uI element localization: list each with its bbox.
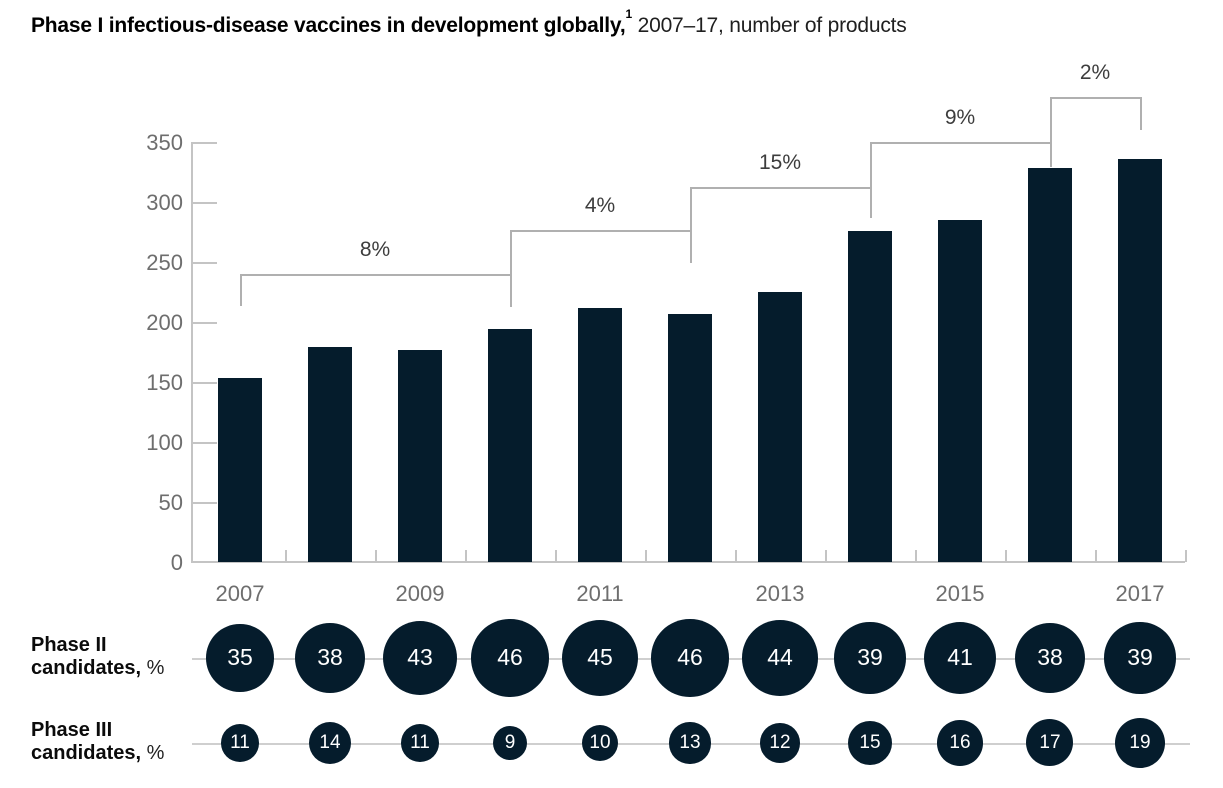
xtick-5: [645, 550, 647, 562]
ytick-100: [191, 442, 217, 444]
ytick-250: [191, 262, 217, 264]
ytick-label-150: 150: [146, 370, 183, 395]
bar-2017: [1118, 158, 1162, 562]
growth-bracket-label-4%: 4%: [584, 194, 616, 217]
xtick-10: [1095, 550, 1097, 562]
ytick-label-0: 0: [170, 550, 183, 575]
chart-title-regular: 2007–17, number of products: [631, 14, 907, 37]
growth-bracket-drop-2016: [1050, 97, 1052, 167]
phase3-circle-2012: 13: [669, 722, 711, 764]
ytick-label-350: 350: [146, 130, 183, 155]
ytick-label-200: 200: [146, 310, 183, 335]
phase2-circle-2015: 41: [923, 621, 997, 695]
bar-2008: [308, 347, 352, 562]
phase3-circle-2013: 12: [760, 723, 800, 763]
bar-2012: [668, 313, 712, 562]
phase3-circle-2008: 14: [308, 721, 352, 765]
growth-bracket-label-8%: 8%: [359, 238, 391, 261]
phase3-circle-2015: 16: [937, 720, 983, 766]
growth-bracket-label-2%: 2%: [1079, 61, 1111, 84]
bar-2013: [758, 292, 802, 562]
growth-bracket-drop-2010: [510, 230, 512, 307]
phase3-circle-2009: 11: [401, 724, 439, 762]
phase3-circle-2016: 17: [1026, 719, 1074, 767]
phase2-circle-2012: 46: [651, 619, 729, 697]
phase2-circle-2013: 44: [742, 620, 818, 696]
phase3-circle-2014: 15: [847, 720, 893, 766]
phase2-row-label: Phase II candidates, %: [31, 634, 164, 680]
growth-bracket-drop-2017: [1140, 97, 1142, 130]
bar-2016: [1028, 168, 1072, 562]
phase3-label-line2-regular: %: [141, 742, 165, 764]
chart-title-bold: Phase I infectious-disease vaccines in d…: [31, 14, 626, 37]
growth-bracket-bar-2%: [1050, 97, 1140, 99]
year-label-2017: 2017: [1115, 581, 1165, 606]
growth-bracket-bar-9%: [870, 142, 1050, 144]
xtick-8: [915, 550, 917, 562]
bar-2009: [398, 349, 442, 562]
bar-2007: [218, 378, 262, 562]
xtick-3: [465, 550, 467, 562]
xtick-11: [1185, 550, 1187, 562]
bar-2015: [938, 220, 982, 562]
growth-bracket-drop-2014: [870, 142, 872, 218]
phase3-label-line1: Phase III: [31, 719, 113, 741]
phase2-label-line1: Phase II: [31, 634, 107, 656]
ytick-200: [191, 322, 217, 324]
phase3-circle-2017: 19: [1115, 718, 1165, 768]
phase2-circle-2014: 39: [834, 622, 906, 694]
xtick-9: [1005, 550, 1007, 562]
y-axis: [191, 142, 193, 562]
phase2-circle-2007: 35: [206, 624, 274, 692]
growth-bracket-bar-4%: [510, 230, 690, 232]
growth-bracket-drop-2007: [240, 274, 242, 306]
phase3-circle-2007: 11: [221, 724, 259, 762]
year-label-2011: 2011: [576, 581, 624, 606]
bar-2011: [578, 307, 622, 562]
phase2-circle-2016: 38: [1014, 622, 1086, 694]
xtick-4: [555, 550, 557, 562]
phase2-circle-2017: 39: [1104, 622, 1176, 694]
growth-bracket-label-15%: 15%: [758, 151, 802, 174]
ytick-label-250: 250: [146, 250, 183, 275]
xtick-2: [375, 550, 377, 562]
phase2-circle-2008: 38: [294, 622, 366, 694]
ytick-150: [191, 382, 217, 384]
phase3-row-label: Phase III candidates, %: [31, 719, 164, 765]
phase2-circle-2010: 46: [471, 619, 549, 697]
phase3-circle-2011: 10: [581, 724, 619, 762]
growth-bracket-bar-8%: [240, 274, 510, 276]
ytick-label-100: 100: [146, 430, 183, 455]
phase2-label-line2-bold: candidates,: [31, 657, 142, 679]
phase2-label-line2-regular: %: [141, 657, 165, 679]
ytick-label-50: 50: [158, 490, 183, 515]
growth-bracket-bar-15%: [690, 187, 870, 189]
ytick-300: [191, 202, 217, 204]
bar-2014: [848, 230, 892, 562]
ytick-350: [191, 142, 217, 144]
chart-title: Phase I infectious-disease vaccines in d…: [31, 8, 907, 38]
phase2-circle-2011: 45: [561, 619, 639, 697]
growth-bracket-drop-2012: [690, 187, 692, 263]
year-label-2009: 2009: [395, 581, 445, 606]
year-label-2013: 2013: [755, 581, 805, 606]
phase2-circle-2009: 43: [382, 620, 458, 696]
xtick-6: [735, 550, 737, 562]
year-label-2015: 2015: [935, 581, 985, 606]
ytick-50: [191, 502, 217, 504]
bar-2010: [488, 329, 532, 562]
footnote-marker: 1: [625, 7, 633, 21]
xtick-7: [825, 550, 827, 562]
xtick-1: [285, 550, 287, 562]
phase3-circle-2010: 9: [492, 725, 528, 761]
phase3-label-line2-bold: candidates,: [31, 742, 142, 764]
growth-bracket-label-9%: 9%: [944, 106, 976, 129]
year-label-2007: 2007: [215, 581, 265, 606]
ytick-label-300: 300: [146, 190, 183, 215]
